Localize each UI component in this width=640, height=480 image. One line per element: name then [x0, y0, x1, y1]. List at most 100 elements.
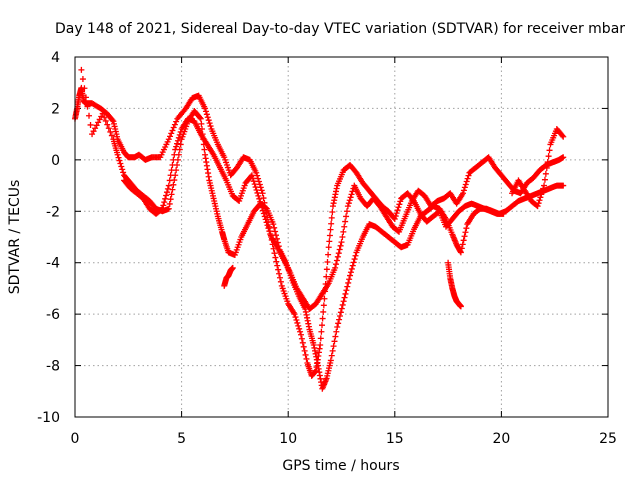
data-point — [457, 249, 464, 256]
data-point — [174, 137, 181, 144]
x-axis-label: GPS time / hours — [282, 458, 399, 474]
data-point — [171, 121, 178, 128]
data-point — [342, 290, 349, 297]
data-point — [331, 338, 338, 345]
data-point — [259, 204, 266, 211]
y-tick-label: 2 — [51, 101, 60, 117]
data-point — [105, 125, 112, 132]
data-point — [539, 188, 546, 195]
data-point — [117, 160, 124, 167]
data-point — [327, 226, 334, 233]
data-point — [343, 213, 350, 220]
data-point — [348, 191, 355, 198]
data-point — [161, 199, 168, 206]
data-point — [168, 130, 175, 137]
data-point — [461, 233, 468, 240]
data-point — [334, 253, 341, 260]
data-point — [263, 219, 270, 226]
data-point — [86, 112, 93, 119]
data-point — [166, 177, 173, 184]
data-point — [99, 110, 106, 117]
data-point — [118, 163, 125, 170]
data-point — [115, 154, 122, 161]
data-point — [291, 311, 298, 318]
data-point — [249, 175, 256, 182]
data-point — [108, 132, 115, 139]
data-point — [256, 195, 263, 202]
data-point — [158, 206, 165, 213]
data-point — [197, 115, 204, 122]
data-point — [339, 301, 346, 308]
y-tick-label: -10 — [37, 410, 60, 426]
data-point — [346, 197, 353, 204]
data-point — [79, 76, 86, 83]
data-point — [116, 157, 123, 164]
data-point — [337, 242, 344, 249]
data-point — [333, 257, 340, 264]
data-point — [265, 225, 272, 232]
data-point — [351, 256, 358, 263]
data-point — [205, 117, 212, 124]
data-point — [545, 153, 552, 160]
data-point — [323, 273, 330, 280]
data-point — [255, 175, 262, 182]
data-point — [339, 234, 346, 240]
data-point — [251, 181, 258, 188]
data-point — [458, 245, 465, 252]
data-point — [296, 325, 303, 332]
data-point — [395, 204, 402, 211]
data-point — [537, 194, 544, 201]
data-point — [394, 207, 401, 214]
data-point — [169, 162, 176, 168]
data-point — [162, 195, 169, 202]
data-point — [297, 331, 304, 338]
data-point — [114, 151, 121, 158]
data-point — [258, 187, 265, 194]
data-point — [328, 352, 335, 359]
x-tick-label: 10 — [279, 431, 297, 447]
data-point — [321, 295, 328, 302]
data-point — [560, 154, 567, 161]
data-points — [72, 66, 567, 392]
data-point — [332, 264, 339, 271]
data-point — [175, 134, 182, 141]
data-point — [167, 133, 174, 140]
data-point — [253, 169, 260, 176]
data-point — [163, 189, 170, 196]
data-point — [159, 205, 166, 212]
data-point — [348, 265, 355, 272]
data-point — [174, 140, 181, 147]
data-point — [544, 159, 551, 166]
data-point — [324, 258, 331, 265]
data-point — [334, 324, 341, 330]
data-point — [542, 170, 549, 177]
data-point — [320, 308, 327, 315]
data-point — [119, 166, 126, 173]
data-point — [335, 320, 342, 327]
data-point — [173, 143, 180, 150]
data-point — [293, 317, 300, 324]
data-point — [169, 127, 176, 134]
data-point — [465, 172, 472, 179]
data-point — [167, 172, 174, 179]
data-point — [253, 186, 260, 193]
data-point — [338, 305, 345, 312]
data-point — [459, 241, 466, 248]
data-point — [78, 66, 85, 73]
data-point — [344, 203, 351, 210]
data-point — [271, 250, 278, 257]
data-point — [84, 103, 91, 110]
data-point — [396, 201, 403, 208]
y-tick-label: 0 — [51, 153, 60, 169]
data-point — [292, 314, 299, 321]
data-point — [277, 278, 284, 285]
data-point — [300, 343, 307, 350]
data-point — [335, 250, 342, 257]
data-point — [347, 269, 354, 276]
data-point — [203, 111, 210, 118]
data-point — [345, 279, 352, 286]
data-point — [341, 294, 348, 301]
x-tick-label: 0 — [71, 431, 80, 447]
data-point — [275, 266, 282, 273]
data-point — [168, 191, 175, 198]
